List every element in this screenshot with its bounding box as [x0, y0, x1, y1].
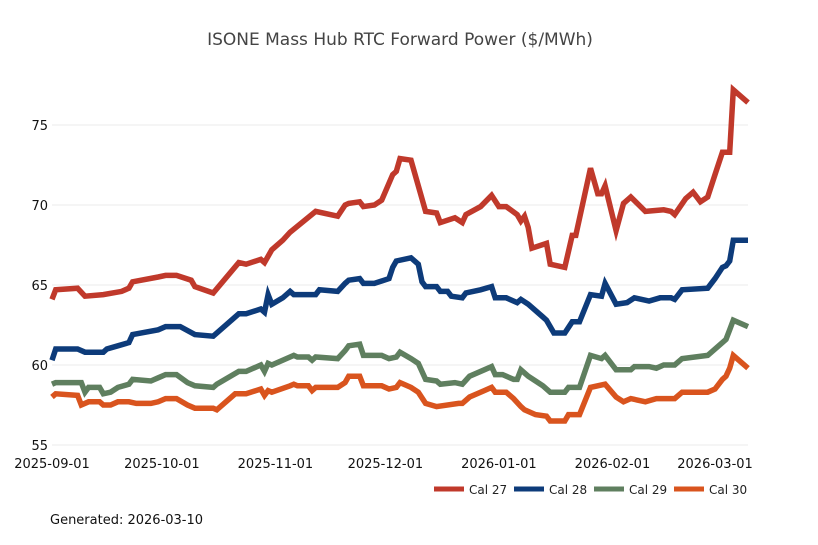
x-tick-label: 2025-11-01 [238, 457, 314, 472]
chart-title: ISONE Mass Hub RTC Forward Power ($/MWh) [207, 30, 593, 50]
series-lines [49, 84, 750, 424]
legend-label: Cal 30 [709, 483, 747, 497]
x-axis-ticks: 2025-09-01 2025-10-01 2025-11-01 2025-12-01… [14, 457, 753, 472]
series-line-cal-29 [50, 316, 750, 398]
legend-label: Cal 28 [549, 483, 587, 497]
x-tick-label: 2026-02-01 [575, 457, 651, 472]
series-line-cal-28 [49, 237, 748, 362]
y-tick-label: 65 [31, 279, 48, 294]
series-line-cal-27 [49, 84, 750, 301]
series-line-cal-30 [50, 350, 750, 424]
generated-note: Generated: 2026-03-10 [50, 513, 204, 528]
y-tick-label: 70 [31, 199, 48, 214]
x-tick-label: 2025-10-01 [124, 457, 200, 472]
legend-label: Cal 27 [469, 483, 507, 497]
x-tick-label: 2025-09-01 [14, 457, 90, 472]
legend: Cal 27 Cal 28 Cal 29 Cal 30 [434, 483, 747, 497]
gridlines [52, 124, 748, 446]
x-tick-label: 2026-01-01 [461, 457, 537, 472]
y-tick-label: 55 [31, 439, 48, 454]
legend-label: Cal 29 [629, 483, 667, 497]
y-tick-label: 60 [31, 359, 48, 374]
x-tick-label: 2026-03-01 [677, 457, 753, 472]
x-tick-label: 2025-12-01 [348, 457, 424, 472]
y-axis-ticks: 55 60 65 70 75 [31, 119, 48, 454]
y-tick-label: 75 [31, 119, 48, 134]
